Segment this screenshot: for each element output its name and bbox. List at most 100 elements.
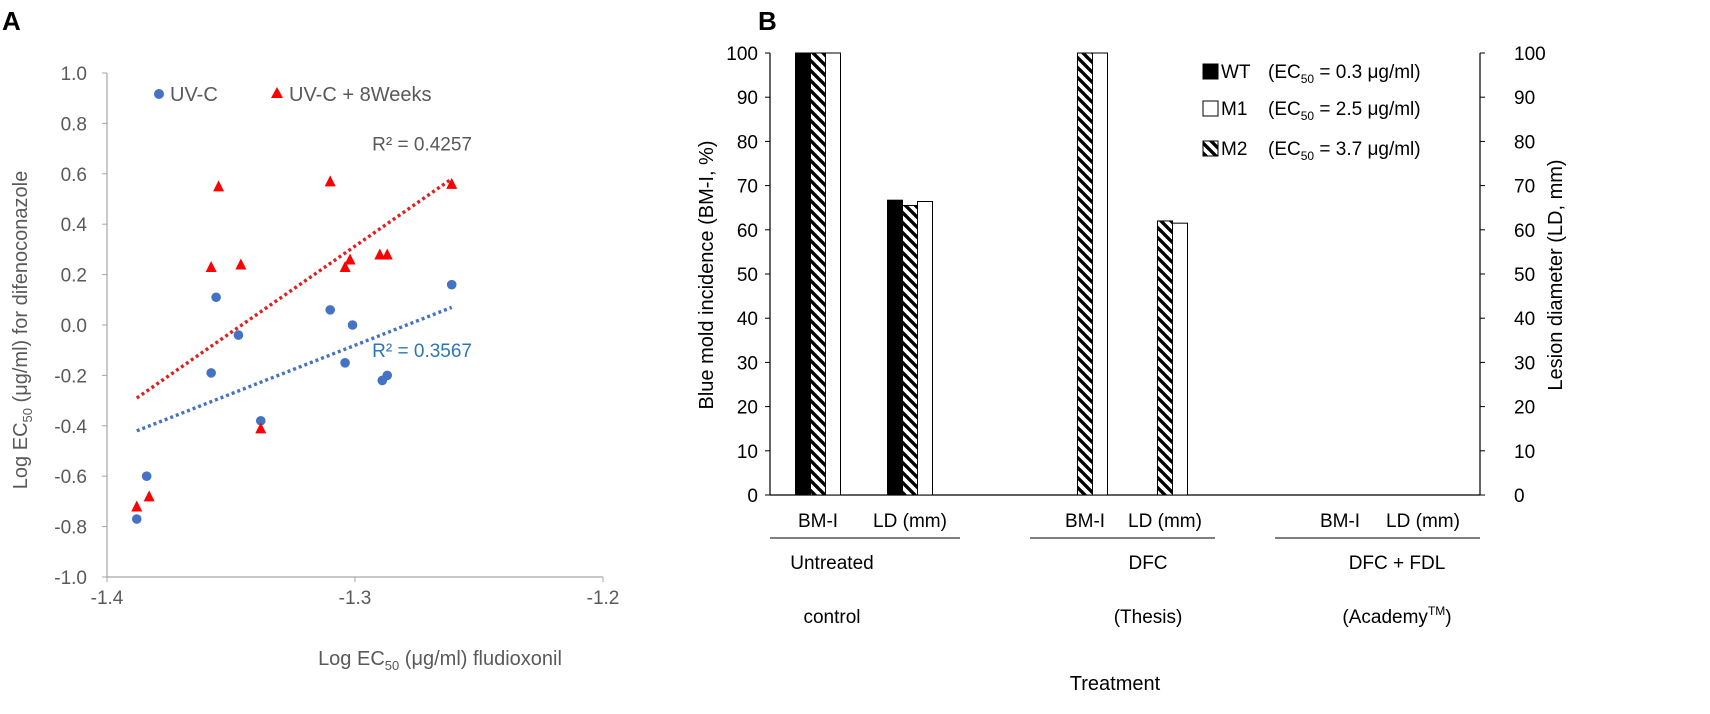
uvc-point <box>211 292 221 303</box>
category-label: LD (mm) <box>1128 511 1202 532</box>
uvc8-point <box>131 500 143 512</box>
panel-a-y-tick-label: 0.4 <box>61 215 88 236</box>
panel-b-y2-tick-label: 90 <box>1514 88 1535 109</box>
panel-a-y-axis-title-group: Log EC50 (μg/ml) for difenoconazole <box>10 171 35 489</box>
panel-b-x-axis-title: Treatment <box>1070 673 1161 695</box>
panel-b-y2-tick-label: 0 <box>1514 486 1525 507</box>
panel-b-y-tick-label: 90 <box>737 88 758 109</box>
panel-b-y-tick-label: 30 <box>737 353 758 374</box>
uvc-point <box>325 305 336 315</box>
uvc8-point <box>324 175 336 187</box>
uvc-point <box>141 471 152 482</box>
panel-a-y-tick-label: -1.0 <box>54 568 87 589</box>
legend-m2-ec-post: = 3.7 μg/ml) <box>1314 139 1421 160</box>
uvc8-point <box>235 258 247 270</box>
panel-a-y-tick-label: 1.0 <box>61 64 87 85</box>
category-label: BM-I <box>1320 511 1360 532</box>
bar-m2 <box>1077 52 1093 496</box>
bar-wt <box>795 52 811 496</box>
panel-b-y-tick-label: 20 <box>737 398 758 419</box>
group-label-3-line2-main: (Academy <box>1342 607 1428 628</box>
panel-a-xlabel-sub: 50 <box>385 658 399 673</box>
category-label: BM-I <box>798 511 838 532</box>
uvc-point <box>233 330 244 340</box>
legend-wt-ec-pre: (EC <box>1268 62 1301 83</box>
panel-b-y2-tick-label: 30 <box>1514 353 1535 374</box>
category-label: LD (mm) <box>1386 511 1460 532</box>
group-label-line1: DFC <box>1128 553 1167 574</box>
uvc-point <box>446 279 457 290</box>
panel-b-y2-tick-label: 60 <box>1514 221 1535 242</box>
panel-b-y2-tick-label: 70 <box>1514 177 1535 198</box>
panel-b-y2-axis-title-group: Lesion diameter (LD, mm) <box>1545 159 1567 390</box>
panel-a-y-tick-label: 0.6 <box>61 165 87 186</box>
panel-b-plot: 0 0 10 10 20 20 30 30 40 40 50 50 60 60 70 70 80 80 90 90 10… <box>726 44 1545 574</box>
legend-uvc8-label: UV-C + 8Weeks <box>289 84 431 106</box>
panel-a-plot: -1.0 -0.8 -0.6 -0.4 -0.2 0.0 0.2 0.4 0.6 0.8 1.0 -1… <box>54 64 619 609</box>
uvc-trendline <box>136 305 453 433</box>
panel-b-y-tick-label: 70 <box>737 177 758 198</box>
panel-b-y-axis-title: Blue mold incidence (BM-I, %) <box>696 141 718 410</box>
legend-m2-name: M2 <box>1221 139 1247 160</box>
uvc-point <box>131 514 142 524</box>
group-label-line1: Untreated <box>790 553 873 574</box>
panel-b-y-tick-label: 0 <box>747 486 758 507</box>
panel-a-y-axis-title: Log EC50 (μg/ml) for difenoconazole <box>10 171 35 489</box>
panel-b-y-tick-label: 60 <box>737 221 758 242</box>
legend-uvc-marker <box>154 89 164 99</box>
panel-a-y-tick-label: 0.2 <box>61 266 87 287</box>
bar-m1 <box>1172 222 1188 496</box>
uvc-point <box>382 370 393 381</box>
legend-wt-ec-sub: 50 <box>1301 72 1315 86</box>
group-label-3-line2-close: ) <box>1445 607 1451 628</box>
uvc-r2-label: R² = 0.3567 <box>372 341 472 362</box>
uvc8-point <box>339 261 351 273</box>
legend-wt-ec: (EC50 = 0.3 μg/ml) <box>1268 62 1421 86</box>
bar-m1 <box>1092 52 1108 496</box>
panel-a-x-tick-label: -1.4 <box>91 588 124 609</box>
group-label-3-line2: (AcademyTM) <box>1342 604 1451 628</box>
legend-m2: M2 (EC50 = 3.7 μg/ml) <box>1202 139 1421 163</box>
panel-a-x-tick-label: -1.3 <box>339 588 372 609</box>
panel-b-y-tick-label: 80 <box>737 132 758 153</box>
legend-wt-swatch <box>1202 63 1219 80</box>
panel-a-y-tick-label: -0.4 <box>54 417 87 438</box>
bar-m2 <box>1157 220 1173 496</box>
group-label-line1: DFC + FDL <box>1349 553 1446 574</box>
panel-b-y-tick-label: 100 <box>726 44 758 65</box>
panel-b-y2-tick-label: 80 <box>1514 132 1535 153</box>
group-label-2-line2: (Thesis) <box>1114 607 1183 628</box>
panel-a-ylabel-sub: 50 <box>20 408 35 422</box>
panel-b-y-tick-label: 40 <box>737 309 758 330</box>
uvc8-point <box>381 248 393 260</box>
panel-b-y2-tick-label: 20 <box>1514 398 1535 419</box>
legend-m2-ec: (EC50 = 3.7 μg/ml) <box>1268 139 1421 163</box>
bar-m1 <box>825 52 841 496</box>
legend-m2-ec-sub: 50 <box>1301 149 1315 163</box>
legend-wt: WT (EC50 = 0.3 μg/ml) <box>1202 62 1421 86</box>
bar-m1 <box>917 201 933 496</box>
legend-m2-ec-pre: (EC <box>1268 139 1301 160</box>
panel-label-b: B <box>758 6 777 36</box>
uvc8-trendline <box>135 177 453 400</box>
panel-b-y2-axis-title: Lesion diameter (LD, mm) <box>1545 159 1567 390</box>
uvc-point <box>255 415 266 426</box>
uvc8-point <box>143 490 155 502</box>
panel-b-y-axis-title-group: Blue mold incidence (BM-I, %) <box>696 141 718 410</box>
panel-b-y2-tick-label: 50 <box>1514 265 1535 286</box>
panel-a-xlabel-post: (μg/ml) fludioxonil <box>399 648 562 670</box>
uvc-point <box>206 368 216 378</box>
panel-b-y-tick-label: 10 <box>737 442 758 463</box>
panel-b-y-tick-label: 50 <box>737 265 758 286</box>
panel-a-x-axis-title: Log EC50 (μg/ml) fludioxonil <box>318 648 562 673</box>
panel-a-xlabel-pre: Log EC <box>318 648 385 670</box>
legend-m1-ec-pre: (EC <box>1268 99 1301 120</box>
category-label: BM-I <box>1065 511 1105 532</box>
bar-m2 <box>902 204 918 496</box>
legend-m1: M1 (EC50 = 2.5 μg/ml) <box>1202 99 1421 123</box>
legend-wt-name: WT <box>1221 62 1251 83</box>
uvc8-r2-label: R² = 0.4257 <box>372 135 472 156</box>
panel-a-ylabel-pre: Log EC <box>10 422 32 489</box>
